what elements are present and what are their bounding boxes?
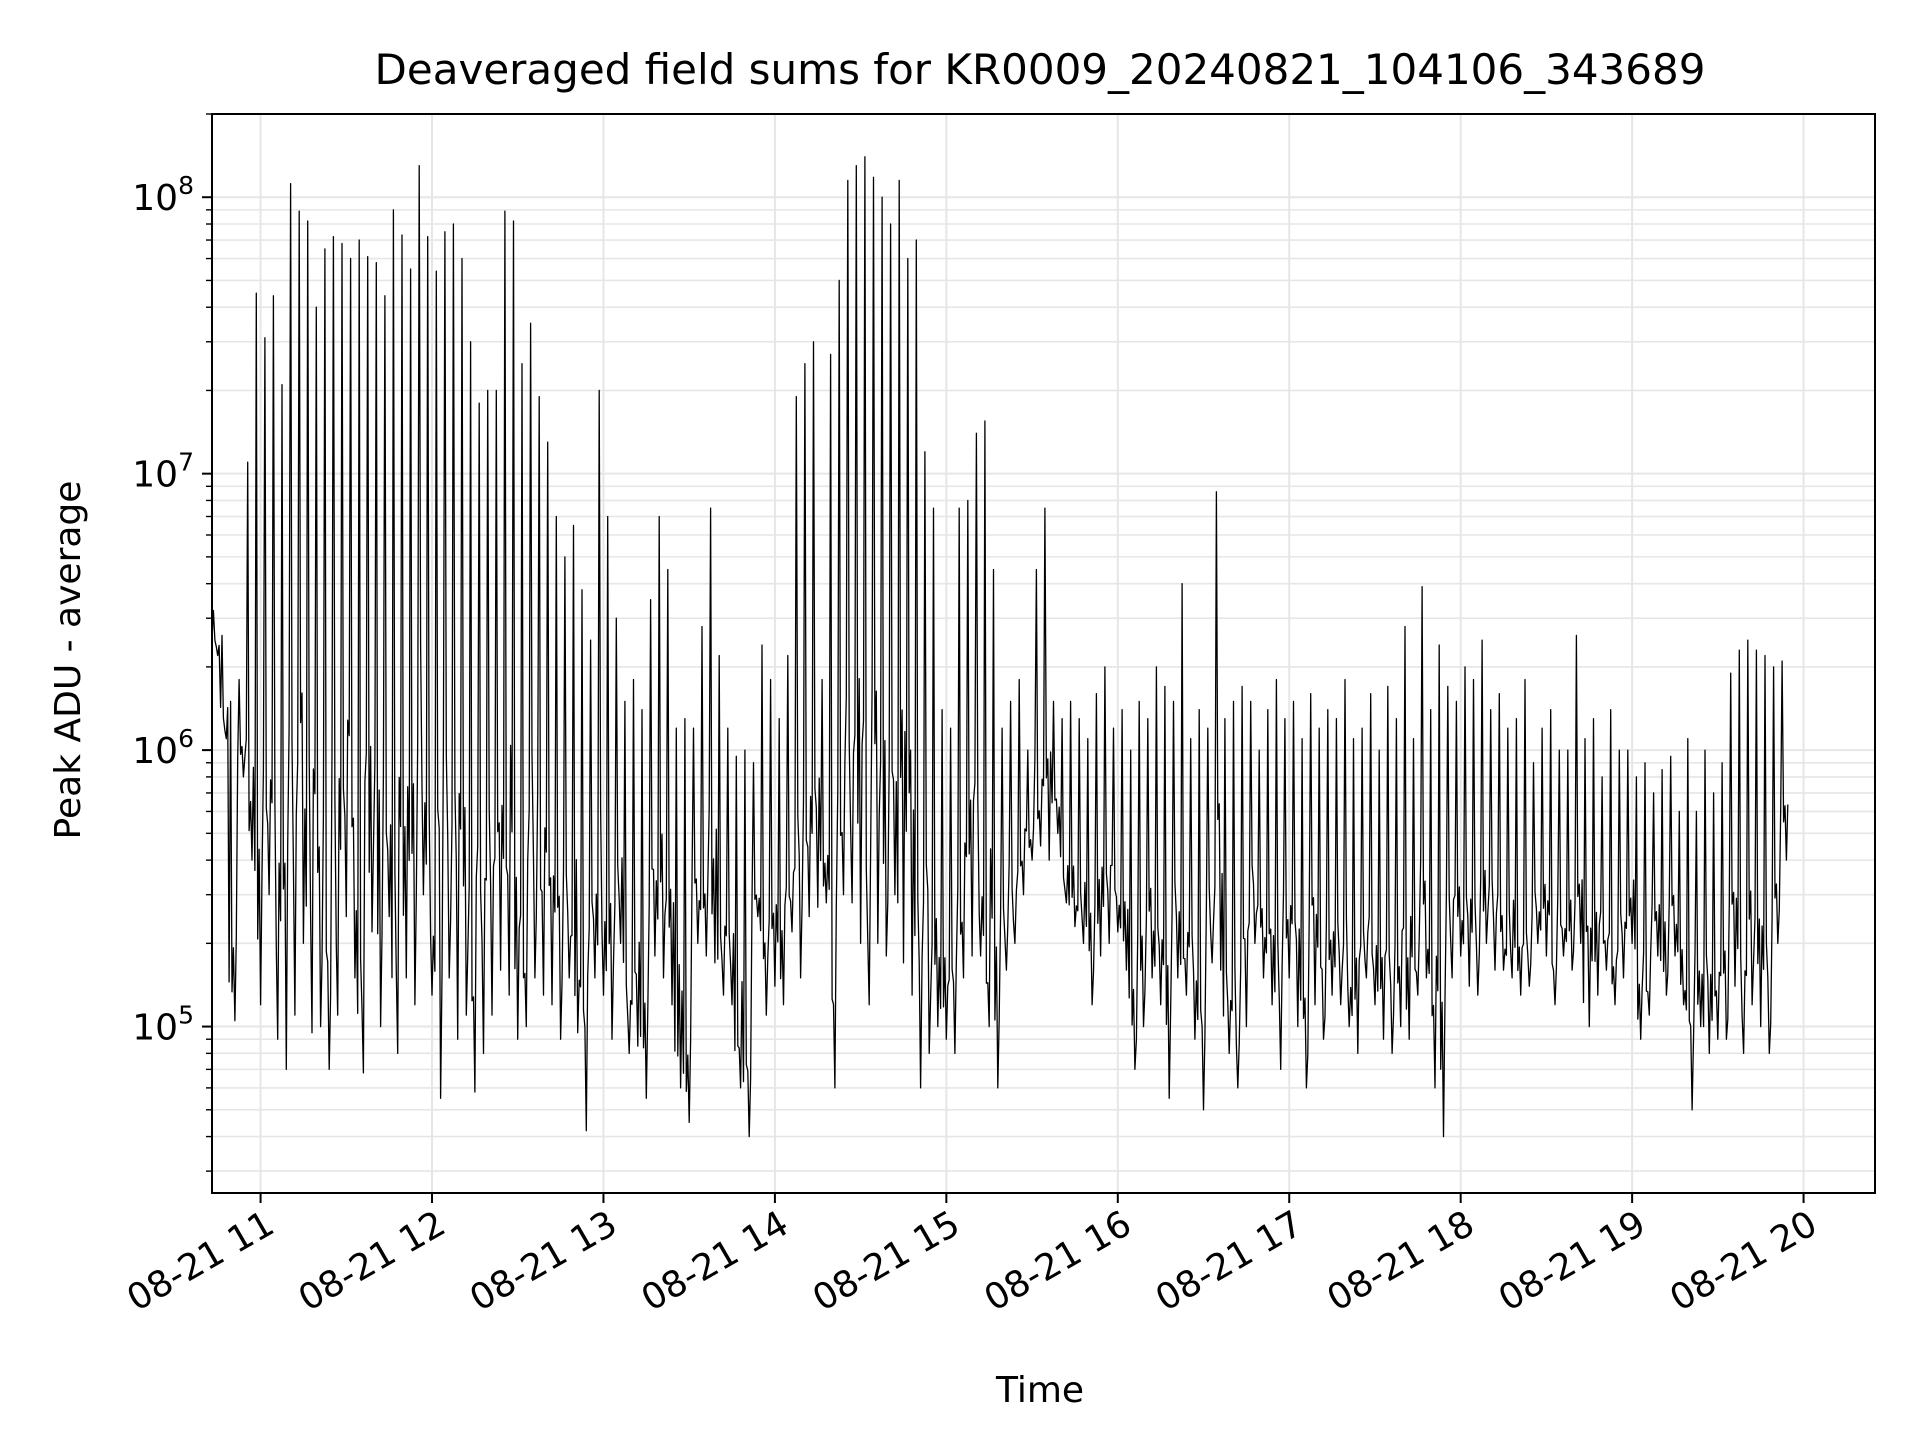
x-axis-label: Time — [995, 1370, 1084, 1411]
chart-title: Deaveraged field sums for KR0009_2024082… — [375, 45, 1706, 94]
series-line-0 — [211, 156, 1789, 1138]
y-axis: 105 106 107 108 — [132, 113, 212, 1172]
y-tick-label: 106 — [132, 724, 194, 772]
series-group — [211, 156, 1789, 1138]
y-tick-label: 105 — [132, 1001, 194, 1049]
y-tick-label: 108 — [132, 171, 194, 219]
y-tick-label: 107 — [132, 448, 194, 496]
plot-frame — [211, 113, 1876, 1194]
y-axis-label: Peak ADU - average — [48, 481, 89, 840]
